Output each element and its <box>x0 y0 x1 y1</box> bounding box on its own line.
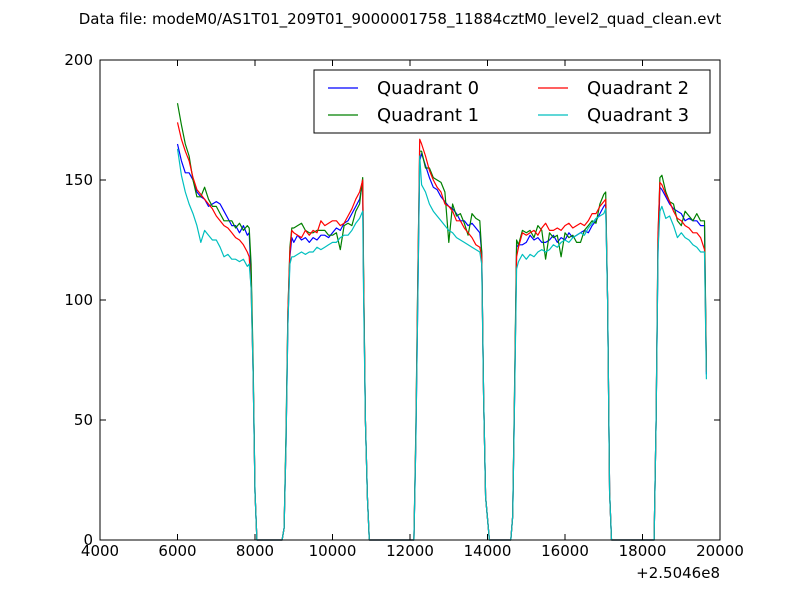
x-tick-label: 16000 <box>541 542 589 560</box>
x-tick-label: 18000 <box>619 542 667 560</box>
x-tick-label: 14000 <box>464 542 512 560</box>
legend-entries: Quadrant 0 Quadrant 2 Quadrant 1 Quadrant 3 <box>328 78 689 126</box>
x-offset-label: +2.5046e8 <box>636 564 720 582</box>
x-tick-label: 20000 <box>696 542 744 560</box>
series-line-quadrant-3 <box>176 148 707 541</box>
series-line-quadrant-0 <box>176 143 707 541</box>
legend-box <box>313 69 711 134</box>
y-tick-label: 150 <box>64 171 93 189</box>
x-tick-label: 12000 <box>386 542 434 560</box>
legend: Quadrant 0 Quadrant 2 Quadrant 1 Quadrant 3 <box>313 69 711 134</box>
legend-label-quadrant-2: Quadrant 2 <box>587 78 689 99</box>
x-tick-label: 8000 <box>236 542 274 560</box>
series-layer <box>176 103 707 541</box>
y-tick-label: 0 <box>83 531 93 549</box>
y-tick-label: 100 <box>64 291 93 309</box>
y-tick-label: 200 <box>64 51 93 69</box>
ticks-layer: 4000 6000 8000 10000 12000 14000 16000 18000 200… <box>64 51 744 560</box>
x-tick-label: 6000 <box>158 542 196 560</box>
y-tick-label: 50 <box>74 411 93 429</box>
x-tick-label: 10000 <box>309 542 357 560</box>
chart-title: Data file: modeM0/AS1T01_209T01_90000017… <box>79 10 722 29</box>
legend-label-quadrant-1: Quadrant 1 <box>377 105 479 126</box>
legend-label-quadrant-3: Quadrant 3 <box>587 105 689 126</box>
legend-label-quadrant-0: Quadrant 0 <box>377 78 479 99</box>
x-tick-label: 4000 <box>81 542 119 560</box>
series-line-quadrant-1 <box>176 103 707 541</box>
